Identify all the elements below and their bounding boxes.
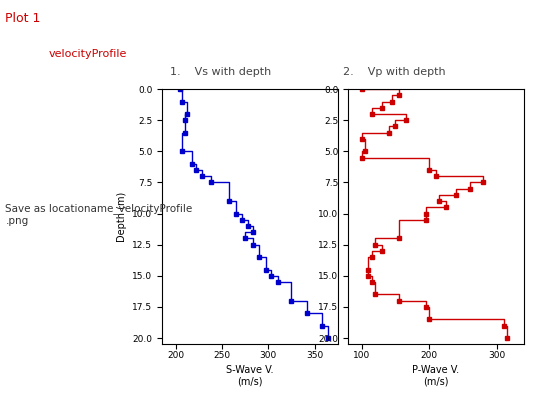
X-axis label: P-Wave V.
(m/s): P-Wave V. (m/s) [413,365,460,387]
Y-axis label: Depth (m): Depth (m) [117,192,126,242]
Text: 1.    Vs with depth: 1. Vs with depth [170,67,272,77]
X-axis label: S-Wave V.
(m/s): S-Wave V. (m/s) [226,365,274,387]
Text: velocityProfile: velocityProfile [49,49,127,59]
Text: 2.    Vp with depth: 2. Vp with depth [343,67,445,77]
Text: Plot 1: Plot 1 [5,12,41,25]
Text: Save as locationame_velocityProfile
.png: Save as locationame_velocityProfile .png [5,203,193,226]
